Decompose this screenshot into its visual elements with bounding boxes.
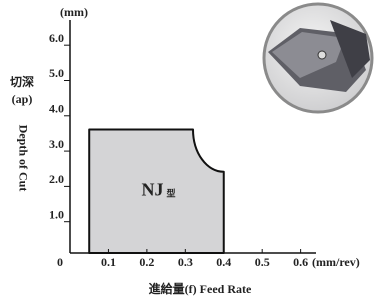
x-label: 進給量(f) Feed Rate [149, 281, 252, 296]
y-label: Depth of Cut [16, 125, 30, 192]
x-tick-label: 0.2 [139, 255, 154, 269]
y-tick-label: 2.0 [49, 172, 64, 186]
x-tick-label: 0.6 [293, 255, 308, 269]
y-label-zh: 切深 [10, 74, 34, 89]
chart: (mm) 切深 (ap) Depth of Cut 進給量(f) Feed Ra… [0, 0, 376, 299]
y-tick-label: 1.0 [49, 207, 64, 221]
tool-photo [264, 4, 372, 112]
x-tick-label: 0.3 [178, 255, 193, 269]
y-tick-label: 3.0 [49, 137, 64, 151]
y-tick-label: 4.0 [49, 102, 64, 116]
x-tick-label: 0.4 [216, 255, 231, 269]
region-label: NJ [141, 179, 163, 199]
x-tick-label: 0.1 [101, 255, 116, 269]
y-unit: (mm) [60, 5, 88, 19]
x-unit: (mm/rev) [312, 255, 360, 269]
y-label-symbol: (ap) [12, 92, 33, 106]
y-tick-label: 6.0 [49, 31, 64, 45]
x-tick-label: 0 [57, 255, 63, 269]
x-tick-label: 0.5 [255, 255, 270, 269]
y-tick-label: 5.0 [49, 66, 64, 80]
region-suffix: 型 [166, 187, 175, 198]
